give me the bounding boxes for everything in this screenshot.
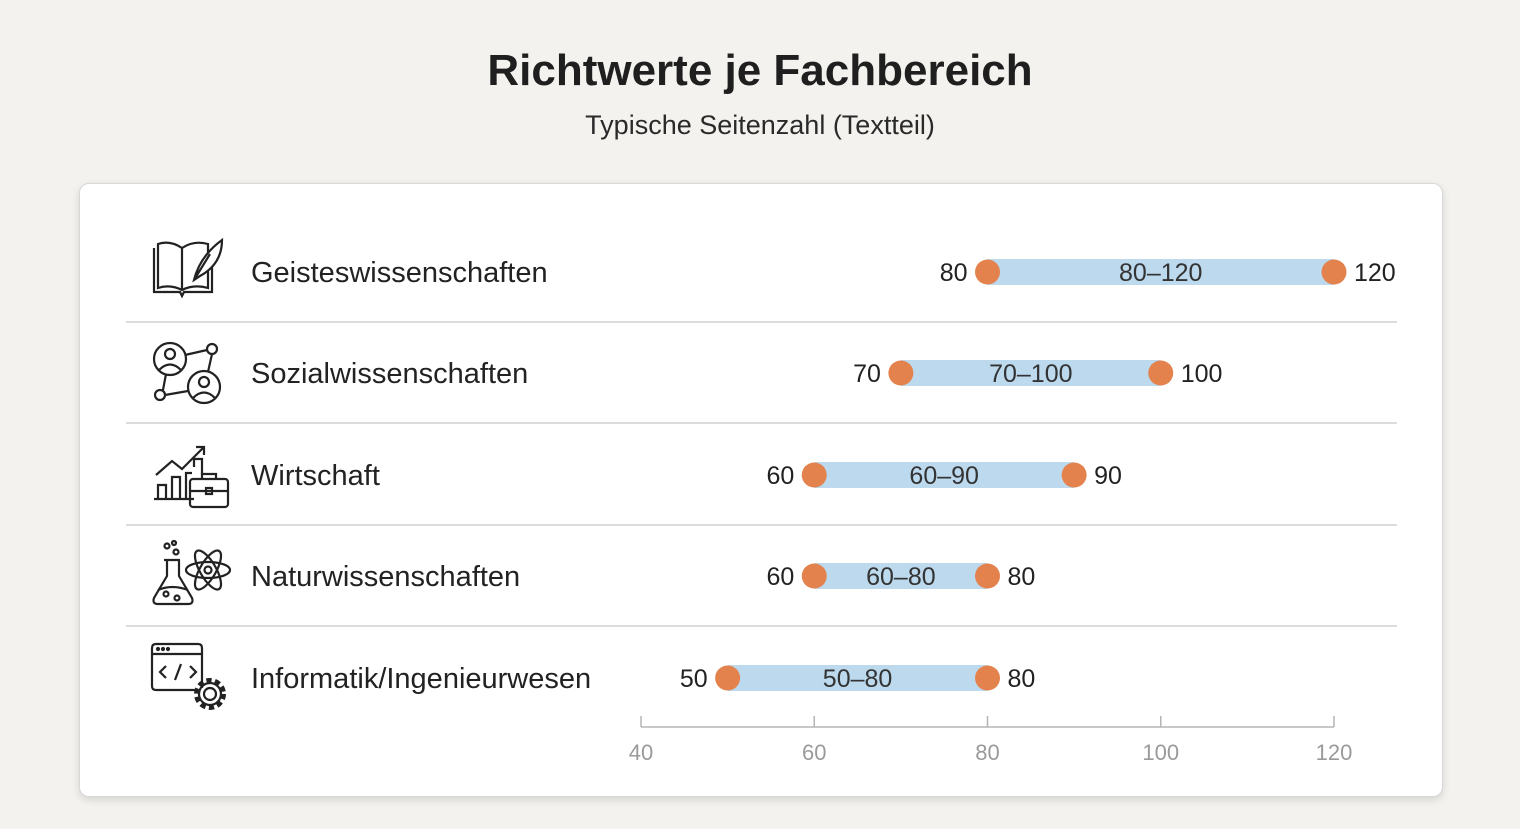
max-dot	[1321, 259, 1347, 285]
tick-label: 60	[802, 740, 826, 765]
min-value-label: 80	[940, 259, 968, 287]
range-bar	[987, 259, 1334, 285]
min-value-label: 60	[766, 563, 794, 591]
max-value-label: 80	[1008, 665, 1036, 693]
tick-label: 40	[629, 740, 653, 765]
tick-label: 80	[975, 740, 999, 765]
range-label: 70–100	[989, 360, 1072, 388]
chart-title: Richtwerte je Fachbereich	[487, 46, 1033, 95]
range-label: 80–120	[1119, 259, 1202, 287]
range-label: 50–80	[823, 665, 893, 693]
range-bar	[814, 563, 988, 589]
max-dot	[1061, 462, 1087, 488]
flask-atom-icon	[152, 539, 232, 606]
max-value-label: 100	[1181, 360, 1223, 388]
min-dot	[975, 259, 1000, 285]
max-value-label: 120	[1354, 259, 1396, 287]
code-gear-icon	[152, 644, 223, 707]
min-value-label: 60	[766, 462, 794, 490]
chart-subtitle: Typische Seitenzahl (Textteil)	[585, 110, 935, 140]
category-label: Geisteswissenschaften	[251, 257, 548, 289]
range-bar	[900, 360, 1161, 386]
category-row: Naturwissenschaften 60–80 60 80	[152, 539, 1036, 606]
range-bar	[727, 665, 988, 691]
category-row: Informatik/Ingenieurwesen 50–80 50 80	[152, 644, 1035, 707]
category-row: Wirtschaft 60–90 60 90	[152, 445, 1122, 509]
max-dot	[1148, 360, 1174, 386]
tick-label: 120	[1316, 740, 1353, 765]
tick-label: 100	[1142, 740, 1179, 765]
chart-briefcase-icon	[152, 445, 230, 509]
min-dot	[801, 563, 827, 589]
min-dot	[801, 462, 827, 488]
x-axis: 40 60 80 100 120	[629, 716, 1353, 765]
people-network-icon	[152, 341, 222, 405]
category-row: Sozialwissenschaften 70–100 70 100	[152, 341, 1223, 405]
max-value-label: 80	[1008, 563, 1036, 591]
max-dot	[975, 563, 1000, 589]
category-label: Naturwissenschaften	[251, 561, 520, 593]
chart-card	[79, 183, 1443, 797]
max-value-label: 90	[1094, 462, 1122, 490]
range-label: 60–80	[866, 563, 936, 591]
min-value-label: 50	[680, 665, 708, 693]
category-label: Sozialwissenschaften	[251, 358, 528, 390]
min-dot	[888, 360, 914, 386]
category-label: Informatik/Ingenieurwesen	[251, 663, 591, 695]
range-bar	[814, 462, 1075, 488]
category-row: Geisteswissenschaften 80–120 80 120	[152, 238, 1396, 298]
category-label: Wirtschaft	[251, 460, 380, 492]
min-dot	[715, 665, 741, 691]
min-value-label: 70	[853, 360, 881, 388]
range-label: 60–90	[909, 462, 979, 490]
max-dot	[975, 665, 1000, 691]
book-quill-icon	[152, 238, 224, 298]
